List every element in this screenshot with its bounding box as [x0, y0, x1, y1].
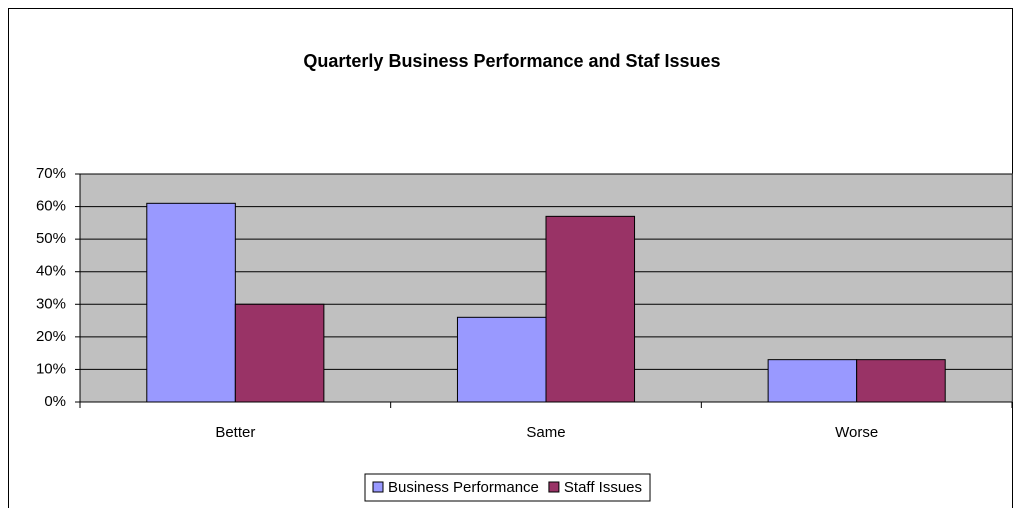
bar [856, 359, 946, 403]
bar [456, 316, 547, 403]
legend-label: Staff Issues [564, 479, 642, 496]
x-tick-label: Better [215, 424, 255, 441]
legend-label: Business Performance [388, 479, 539, 496]
y-tick-label: 70% [36, 165, 66, 182]
legend-swatch [372, 481, 384, 493]
bar [234, 303, 325, 403]
y-tick-label: 60% [36, 198, 66, 215]
bar [545, 215, 636, 403]
y-tick-label: 10% [36, 360, 66, 377]
y-tick-label: 50% [36, 230, 66, 247]
chart-title: Quarterly Business Performance and Staf … [303, 51, 720, 71]
y-tick-label: 40% [36, 263, 66, 280]
legend-box [364, 473, 651, 502]
bar [767, 359, 858, 403]
y-tick-label: 20% [36, 328, 66, 345]
x-tick-label: Worse [835, 424, 878, 441]
bar [146, 202, 236, 403]
y-tick-label: 0% [44, 393, 66, 410]
legend-swatch [548, 481, 560, 493]
x-tick-label: Same [526, 424, 565, 441]
y-tick-label: 30% [36, 295, 66, 312]
